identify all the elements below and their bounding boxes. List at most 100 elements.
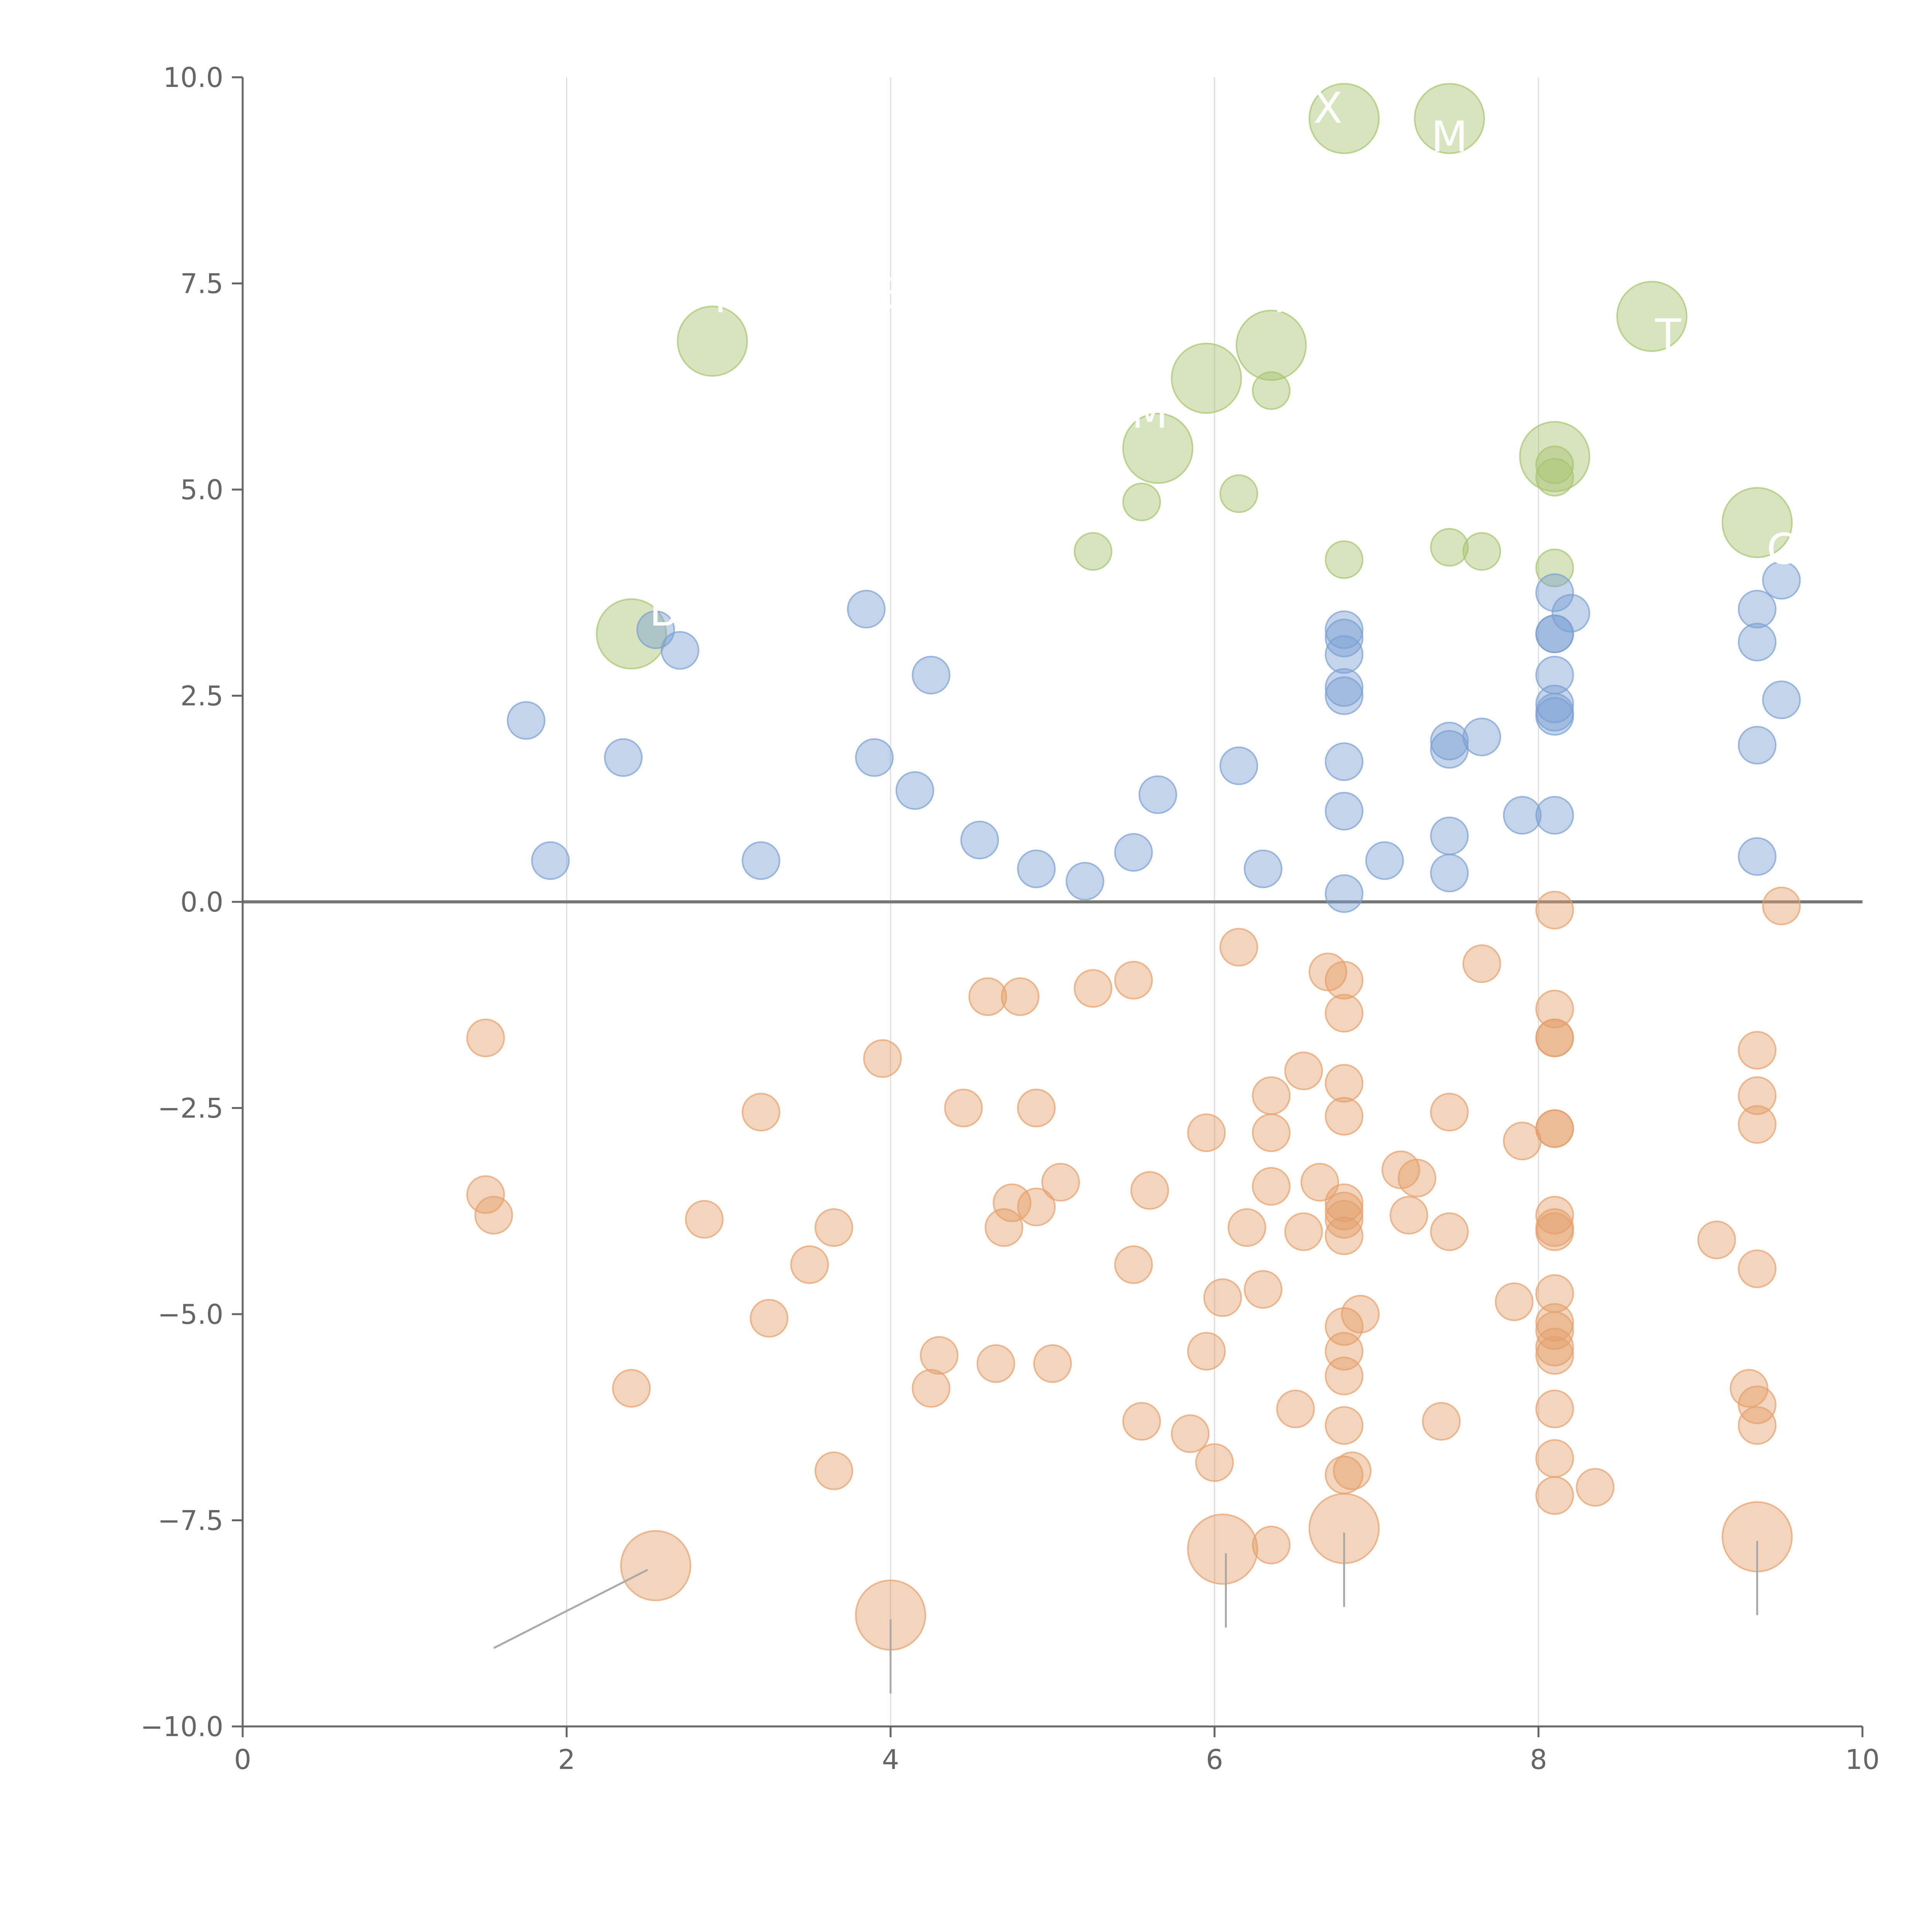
point-positive-23 <box>1325 792 1364 831</box>
point-highlighted-15 <box>1430 528 1469 567</box>
x-tick-label-4: 8 <box>1530 1744 1547 1776</box>
point-negative-42 <box>1284 1051 1323 1090</box>
point-negative-91 <box>1738 1105 1777 1144</box>
point-positive-40 <box>1551 594 1590 633</box>
point-positive-34 <box>1535 614 1574 653</box>
point-positive-15 <box>1219 746 1259 785</box>
point-negative-48 <box>1325 1097 1364 1136</box>
point-negative-24 <box>1114 961 1153 1000</box>
point-negative-61 <box>1389 1196 1429 1235</box>
point-negative-39 <box>1252 1526 1291 1565</box>
y-tick-label-2: −5.0 <box>158 1299 223 1330</box>
x-tick-label-1: 2 <box>558 1744 575 1776</box>
point-highlighted-1 <box>677 305 748 377</box>
point-highlighted-16 <box>1462 532 1501 571</box>
point-negative-5 <box>742 1093 781 1132</box>
y-tick-label-8: 10.0 <box>163 62 223 94</box>
point-positive-42 <box>1738 622 1777 662</box>
point-negative-40 <box>1276 1389 1315 1429</box>
annotation-label-5: T <box>1655 310 1681 359</box>
point-highlighted-12 <box>1219 474 1259 513</box>
point-positive-29 <box>1430 854 1469 893</box>
point-negative-92 <box>1738 1249 1777 1288</box>
point-positive-19 <box>1325 635 1364 674</box>
series-positive <box>507 561 1801 913</box>
point-positive-8 <box>895 771 934 810</box>
annotation-label-3: E <box>869 269 896 318</box>
point-negative-70 <box>1535 990 1574 1029</box>
point-negative-8 <box>815 1208 854 1247</box>
point-negative-20 <box>1017 1187 1056 1226</box>
point-negative-4 <box>685 1200 724 1239</box>
point-negative-34 <box>1228 1208 1267 1247</box>
point-highlighted-13 <box>1252 371 1291 410</box>
point-highlighted-3 <box>1171 342 1242 414</box>
point-negative-45 <box>1325 961 1364 1000</box>
annotation-label-7: B <box>649 586 678 636</box>
point-positive-27 <box>1430 730 1469 769</box>
data-points <box>466 83 1801 1651</box>
point-positive-16 <box>1243 849 1282 888</box>
y-tick-label-7: 7.5 <box>180 268 223 300</box>
point-negative-7 <box>790 1245 829 1284</box>
point-negative-47 <box>1325 1064 1364 1103</box>
point-positive-12 <box>1065 862 1104 901</box>
point-negative-49 <box>1325 1183 1364 1222</box>
point-positive-41 <box>1738 590 1777 629</box>
point-positive-31 <box>1503 796 1542 835</box>
point-negative-77 <box>1535 1212 1574 1251</box>
point-positive-30 <box>1462 718 1501 757</box>
x-tick-label-3: 6 <box>1206 1744 1223 1776</box>
point-negative-86 <box>1576 1468 1615 1507</box>
x-tick-label-5: 10 <box>1845 1744 1879 1776</box>
point-negative-33 <box>1219 928 1259 967</box>
point-negative-65 <box>1430 1212 1469 1251</box>
point-negative-87 <box>1697 1220 1736 1259</box>
point-negative-82 <box>1535 1336 1574 1375</box>
point-positive-39 <box>1535 796 1574 835</box>
point-positive-46 <box>1762 680 1801 719</box>
point-positive-5 <box>742 841 781 880</box>
point-positive-32 <box>1535 573 1574 612</box>
point-negative-36 <box>1252 1076 1291 1115</box>
point-negative-85 <box>1535 1476 1574 1515</box>
leader-line-0 <box>493 1569 648 1649</box>
point-highlighted-9 <box>1721 487 1793 558</box>
point-positive-4 <box>660 631 699 670</box>
point-positive-22 <box>1325 742 1364 781</box>
annotation-leaders <box>493 1532 1759 1694</box>
point-negative-0 <box>466 1019 505 1058</box>
point-negative-9 <box>815 1451 854 1490</box>
point-positive-20 <box>1325 668 1364 707</box>
annotation-label-2: I <box>714 273 726 322</box>
point-negative-27 <box>1130 1171 1169 1210</box>
point-negative-10 <box>863 1039 902 1078</box>
point-negative-69 <box>1535 891 1574 930</box>
point-highlighted-18 <box>1535 457 1574 497</box>
point-negative-59 <box>1341 1295 1380 1333</box>
point-positive-9 <box>912 656 951 695</box>
point-negative-62 <box>1398 1158 1437 1197</box>
point-positive-18 <box>1325 619 1364 658</box>
annotation-label-1: M <box>1431 112 1468 162</box>
annotation-label-6: M <box>1131 388 1168 438</box>
point-negative-56 <box>1325 1406 1364 1445</box>
y-tick-label-3: −2.5 <box>158 1093 223 1124</box>
point-positive-26 <box>1430 721 1469 760</box>
point-highlighted-5 <box>1308 83 1380 154</box>
point-negative-96 <box>620 1530 691 1601</box>
point-positive-45 <box>1762 561 1801 600</box>
point-negative-2 <box>474 1196 513 1235</box>
point-positive-43 <box>1738 726 1777 765</box>
point-negative-17 <box>993 1183 1032 1222</box>
point-negative-15 <box>976 1344 1015 1383</box>
point-negative-13 <box>944 1088 983 1128</box>
point-positive-25 <box>1365 841 1404 880</box>
y-tick-label-6: 5.0 <box>180 474 223 506</box>
point-positive-11 <box>1017 849 1056 888</box>
point-negative-12 <box>920 1336 959 1375</box>
point-negative-52 <box>1325 1216 1364 1255</box>
point-positive-0 <box>507 701 546 740</box>
point-positive-14 <box>1138 775 1177 814</box>
